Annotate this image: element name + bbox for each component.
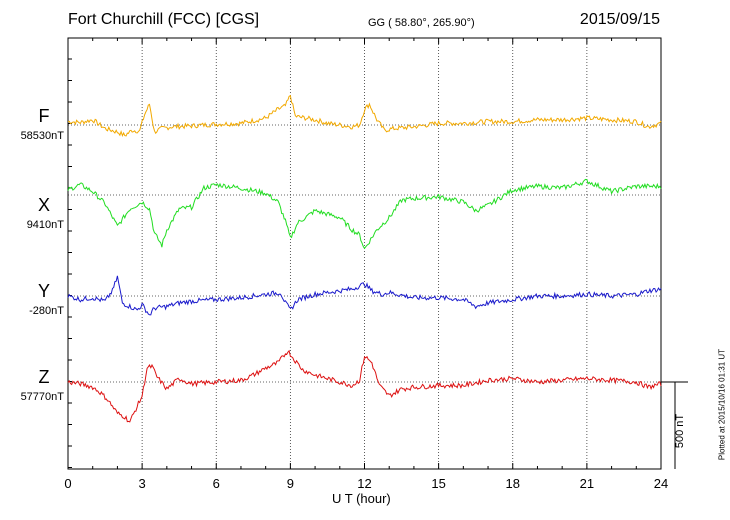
channel-f-label: F <box>38 106 50 126</box>
grid <box>67 38 662 469</box>
channel-x-label: X <box>37 195 50 215</box>
channel-y-baseline: -280nT <box>29 305 64 317</box>
date-label: 2015/09/15 <box>579 11 660 28</box>
series-layer <box>67 94 662 423</box>
coordinates-label: GG ( 58.80°, 265.90°) <box>368 17 475 29</box>
series-z-line <box>67 349 662 423</box>
channel-x-baseline: 9410nT <box>26 219 64 231</box>
x-tick-label: 21 <box>579 476 595 491</box>
x-tick-label: 24 <box>653 476 669 491</box>
x-tick-label: 6 <box>212 476 220 491</box>
x-tick-label: 0 <box>64 476 72 491</box>
x-axis-label: U T (hour) <box>332 491 391 506</box>
scale-bar-label: 500 nT <box>674 413 686 449</box>
x-tick-label: 18 <box>505 476 520 491</box>
x-tick-label: 15 <box>431 476 446 491</box>
x-tick-label: 3 <box>138 476 146 491</box>
channel-z-baseline: 57770nT <box>20 391 64 403</box>
channel-z-label: Z <box>38 367 50 387</box>
series-y-line <box>67 275 662 316</box>
series-f-line <box>67 94 662 137</box>
x-tick-label: 12 <box>357 476 372 491</box>
plotted-timestamp: Plotted at 2015/10/16 01:31 UT <box>717 348 727 461</box>
chart-title: Fort Churchill (FCC) [CGS] <box>68 11 260 28</box>
series-x-line <box>67 178 662 250</box>
x-tick-label: 9 <box>286 476 294 491</box>
channel-y-label: Y <box>37 281 50 301</box>
channel-f-baseline: 58530nT <box>20 130 64 142</box>
scale-bar <box>661 381 688 469</box>
